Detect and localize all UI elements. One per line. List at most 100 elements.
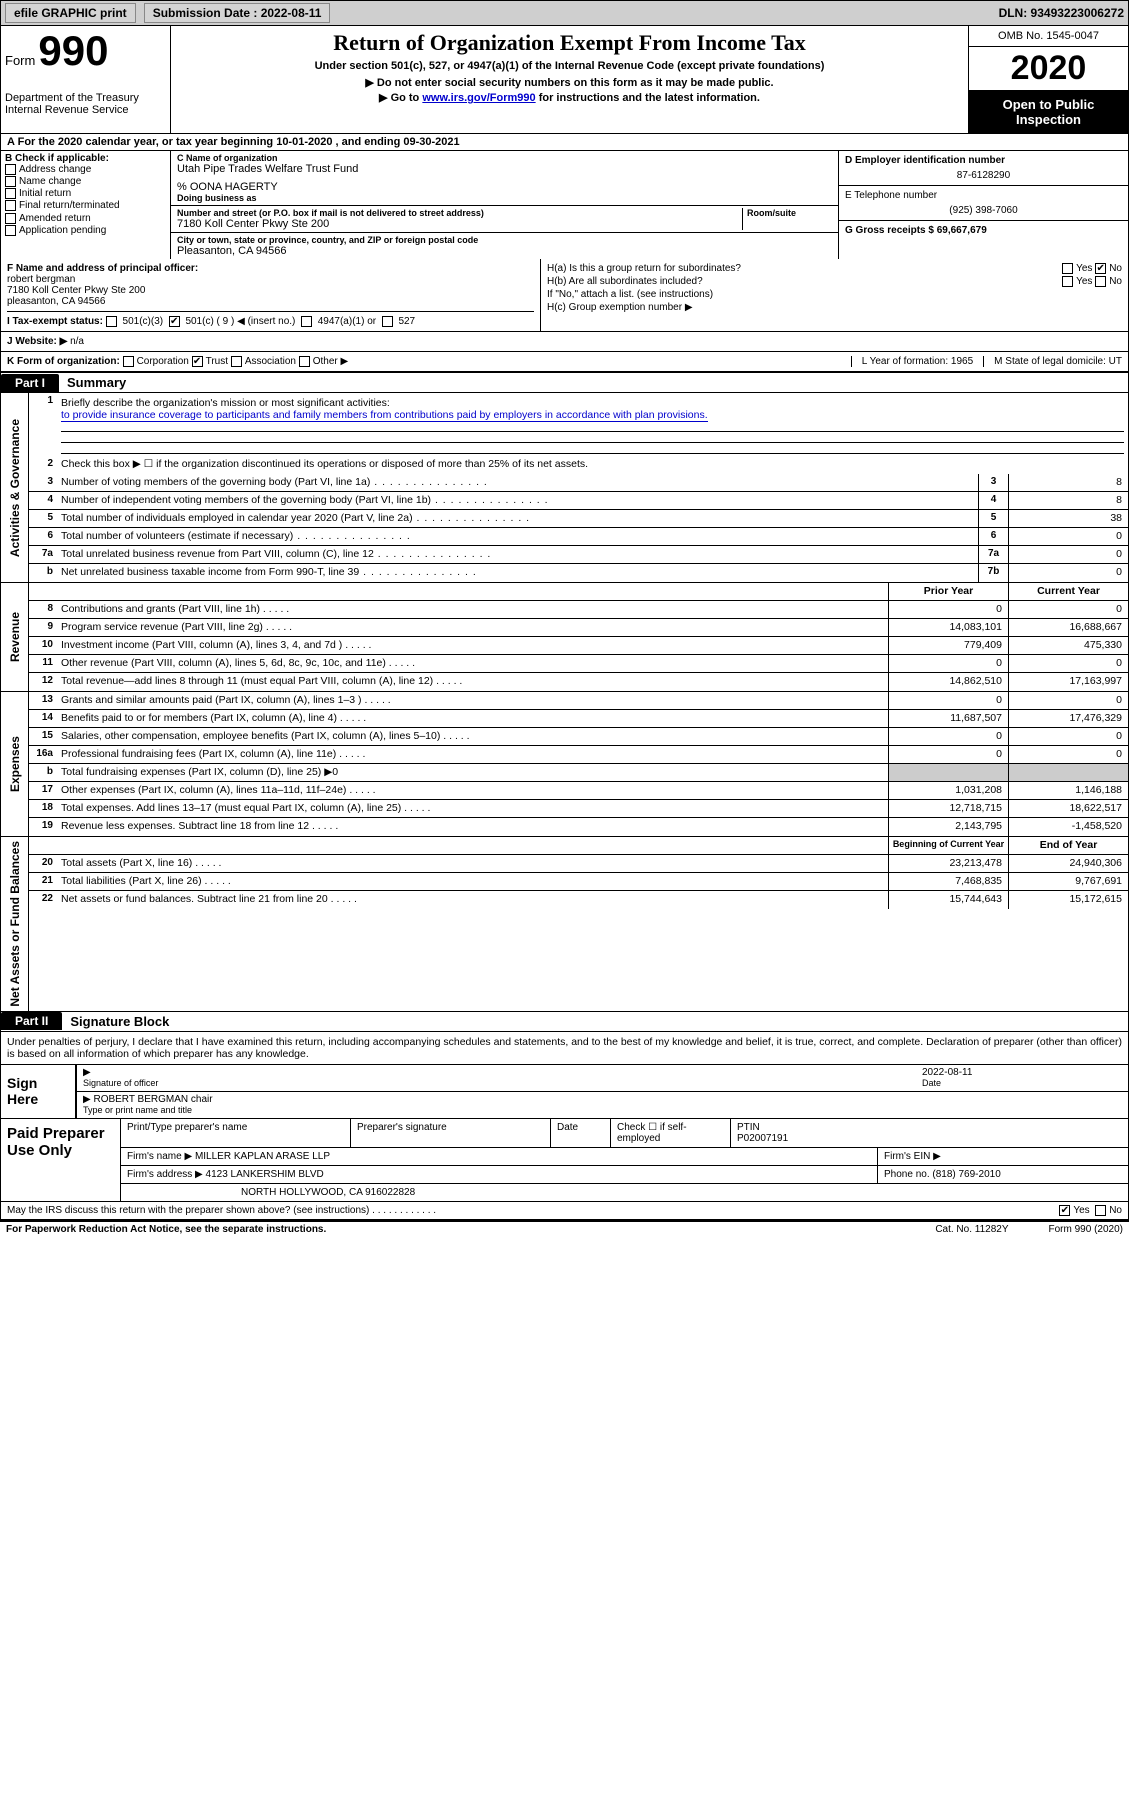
governance-section: Activities & Governance 1 Briefly descri… xyxy=(0,393,1129,583)
data-line: 22Net assets or fund balances. Subtract … xyxy=(29,891,1128,909)
open-to-public: Open to Public Inspection xyxy=(969,91,1128,133)
care-of: % OONA HAGERTY xyxy=(177,181,832,193)
data-line: 20Total assets (Part X, line 16) . . . .… xyxy=(29,855,1128,873)
data-line: 17Other expenses (Part IX, column (A), l… xyxy=(29,782,1128,800)
side-expenses: Expenses xyxy=(6,732,24,796)
mission-text: to provide insurance coverage to partici… xyxy=(61,409,708,422)
form-subtitle: Under section 501(c), 527, or 4947(a)(1)… xyxy=(175,60,964,72)
ha-yes[interactable] xyxy=(1062,263,1073,274)
data-line: 21Total liabilities (Part X, line 26) . … xyxy=(29,873,1128,891)
header-left: Form 990 Department of the Treasury Inte… xyxy=(1,26,171,133)
part2-header: Part II Signature Block xyxy=(0,1012,1129,1032)
form-word: Form xyxy=(5,53,35,68)
data-line: 14Benefits paid to or for members (Part … xyxy=(29,710,1128,728)
firm-addr: 4123 LANKERSHIM BLVD xyxy=(206,1169,324,1180)
chk-501c[interactable]: ✔ xyxy=(169,316,180,327)
topbar: efile GRAPHIC print Submission Date : 20… xyxy=(0,0,1129,26)
data-line: 15Salaries, other compensation, employee… xyxy=(29,728,1128,746)
data-line: 16aProfessional fundraising fees (Part I… xyxy=(29,746,1128,764)
hb-yes[interactable] xyxy=(1062,276,1073,287)
goto-line: ▶ Go to www.irs.gov/Form990 for instruct… xyxy=(175,91,964,104)
omb-number: OMB No. 1545-0047 xyxy=(969,26,1128,47)
discuss-yes[interactable]: ✔ xyxy=(1059,1205,1070,1216)
gov-line: 4Number of independent voting members of… xyxy=(29,492,1128,510)
form-header: Form 990 Department of the Treasury Inte… xyxy=(0,26,1129,134)
firm-phone: Phone no. (818) 769-2010 xyxy=(878,1166,1128,1183)
chk-amended-return[interactable]: Amended return xyxy=(5,213,166,224)
chk-4947[interactable] xyxy=(301,316,312,327)
discuss-no[interactable] xyxy=(1095,1205,1106,1216)
signature-block: Under penalties of perjury, I declare th… xyxy=(0,1032,1129,1221)
chk-527[interactable] xyxy=(382,316,393,327)
irs-link[interactable]: www.irs.gov/Form990 xyxy=(422,92,535,104)
gov-line: 6Total number of volunteers (estimate if… xyxy=(29,528,1128,546)
data-line: 19Revenue less expenses. Subtract line 1… xyxy=(29,818,1128,836)
ein-phone-column: D Employer identification number 87-6128… xyxy=(838,151,1128,259)
principal-officer: F Name and address of principal officer:… xyxy=(1,259,541,331)
net-assets-section: Net Assets or Fund Balances Beginning of… xyxy=(0,837,1129,1012)
part1-header: Part I Summary xyxy=(0,373,1129,393)
data-line: 12Total revenue—add lines 8 through 11 (… xyxy=(29,673,1128,691)
chk-final-return[interactable]: Final return/terminated xyxy=(5,200,166,211)
chk-address-change[interactable]: Address change xyxy=(5,164,166,175)
officer-group-row: F Name and address of principal officer:… xyxy=(0,259,1129,332)
chk-application-pending[interactable]: Application pending xyxy=(5,225,166,236)
side-governance: Activities & Governance xyxy=(6,415,24,561)
page-footer: For Paperwork Reduction Act Notice, see … xyxy=(0,1221,1129,1237)
data-line: 13Grants and similar amounts paid (Part … xyxy=(29,692,1128,710)
chk-other[interactable] xyxy=(299,356,310,367)
website-row: J Website: ▶ n/a xyxy=(0,332,1129,352)
form-title: Return of Organization Exempt From Incom… xyxy=(175,30,964,56)
form-number: 990 xyxy=(38,27,108,74)
gov-line: 3Number of voting members of the governi… xyxy=(29,474,1128,492)
name-address-column: C Name of organization Utah Pipe Trades … xyxy=(171,151,838,259)
gov-line: 7aTotal unrelated business revenue from … xyxy=(29,546,1128,564)
submission-date-button[interactable]: Submission Date : 2022-08-11 xyxy=(144,3,331,23)
expenses-section: Expenses 13Grants and similar amounts pa… xyxy=(0,692,1129,837)
gross-receipts: G Gross receipts $ 69,667,679 xyxy=(845,225,1122,236)
data-line: 10Investment income (Part VIII, column (… xyxy=(29,637,1128,655)
revenue-section: Revenue Prior Year Current Year 8Contrib… xyxy=(0,583,1129,692)
side-net: Net Assets or Fund Balances xyxy=(6,837,24,1011)
ha-no[interactable]: ✔ xyxy=(1095,263,1106,274)
chk-501c3[interactable] xyxy=(106,316,117,327)
gov-line: bNet unrelated business taxable income f… xyxy=(29,564,1128,582)
telephone: (925) 398-7060 xyxy=(845,205,1122,216)
tax-year: 2020 xyxy=(969,47,1128,91)
chk-assoc[interactable] xyxy=(231,356,242,367)
header-mid: Return of Organization Exempt From Incom… xyxy=(171,26,968,133)
side-revenue: Revenue xyxy=(6,608,24,666)
street-address: 7180 Koll Center Pkwy Ste 200 xyxy=(177,218,742,230)
data-line: 9Program service revenue (Part VIII, lin… xyxy=(29,619,1128,637)
chk-name-change[interactable]: Name change xyxy=(5,176,166,187)
data-line: 8Contributions and grants (Part VIII, li… xyxy=(29,601,1128,619)
ein: 87-6128290 xyxy=(845,170,1122,181)
dln-label: DLN: 93493223006272 xyxy=(999,6,1124,20)
website-value: n/a xyxy=(70,336,84,347)
ptin: P02007191 xyxy=(737,1133,788,1144)
chk-corp[interactable] xyxy=(123,356,134,367)
group-return-column: H(a) Is this a group return for subordin… xyxy=(541,259,1128,331)
hb-no[interactable] xyxy=(1095,276,1106,287)
department-label: Department of the Treasury Internal Reve… xyxy=(5,92,166,116)
data-line: 11Other revenue (Part VIII, column (A), … xyxy=(29,655,1128,673)
city-state-zip: Pleasanton, CA 94566 xyxy=(177,245,832,257)
identity-block: B Check if applicable: Address change Na… xyxy=(0,151,1129,259)
org-name: Utah Pipe Trades Welfare Trust Fund xyxy=(177,163,832,175)
sign-here-row: Sign Here ▶Signature of officer 2022-08-… xyxy=(1,1064,1128,1118)
data-line: bTotal fundraising expenses (Part IX, co… xyxy=(29,764,1128,782)
chk-trust[interactable]: ✔ xyxy=(192,356,203,367)
year-formation: L Year of formation: 1965 xyxy=(851,356,983,367)
checkbox-column-b: B Check if applicable: Address change Na… xyxy=(1,151,171,259)
form-of-org-row: K Form of organization: Corporation ✔ Tr… xyxy=(0,352,1129,373)
efile-print-button[interactable]: efile GRAPHIC print xyxy=(5,3,136,23)
perjury-text: Under penalties of perjury, I declare th… xyxy=(1,1032,1128,1064)
firm-name: MILLER KAPLAN ARASE LLP xyxy=(195,1151,330,1162)
chk-initial-return[interactable]: Initial return xyxy=(5,188,166,199)
ssn-warning: ▶ Do not enter social security numbers o… xyxy=(175,76,964,89)
paid-preparer-row: Paid Preparer Use Only Print/Type prepar… xyxy=(1,1118,1128,1201)
officer-name: ROBERT BERGMAN chair xyxy=(93,1094,212,1105)
gov-line: 5Total number of individuals employed in… xyxy=(29,510,1128,528)
data-line: 18Total expenses. Add lines 13–17 (must … xyxy=(29,800,1128,818)
header-right: OMB No. 1545-0047 2020 Open to Public In… xyxy=(968,26,1128,133)
